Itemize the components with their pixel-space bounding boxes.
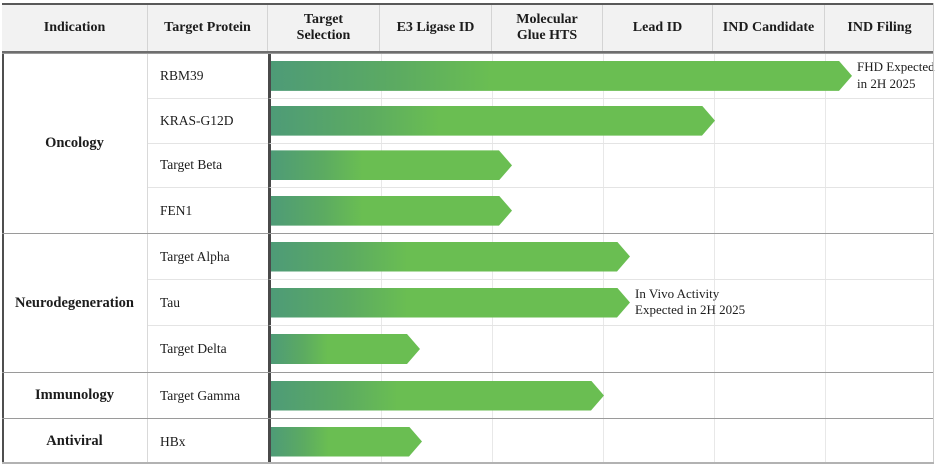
chart-row xyxy=(268,373,934,418)
group-antiviral: Antiviral HBx xyxy=(2,418,934,464)
pipeline-bar xyxy=(271,196,512,226)
target-protein-label: Tau xyxy=(148,280,268,326)
bar-annotation: In Vivo Activity Expected in 2H 2025 xyxy=(635,285,746,318)
target-protein-column: Target Gamma xyxy=(148,373,268,418)
target-protein-label: HBx xyxy=(160,433,186,449)
pipeline-bar xyxy=(271,106,715,136)
col-header-molecular-glue-hts: Molecular Glue HTS xyxy=(492,5,603,51)
target-protein-column: RBM39 KRAS-G12D Target Beta FEN1 xyxy=(148,54,268,233)
target-protein-label: RBM39 xyxy=(148,54,268,99)
group-neurodegeneration: Neurodegeneration Target Alpha Tau Targe… xyxy=(2,233,934,372)
chart-column: FHD Expected in 2H 2025 xyxy=(268,54,935,233)
col-header-target-selection: Target Selection xyxy=(268,5,380,51)
indication-label-neurodegeneration: Neurodegeneration xyxy=(2,234,148,372)
target-protein-label: Target Gamma xyxy=(160,387,241,403)
indication-label-immunology: Immunology xyxy=(2,373,148,418)
indication-label-antiviral: Antiviral xyxy=(2,419,148,464)
header-row: Indication Target Protein Target Selecti… xyxy=(2,3,934,53)
bar-annotation: FHD Expected in 2H 2025 xyxy=(857,58,935,91)
col-header-ind-filing: IND Filing xyxy=(847,19,912,35)
chart-row xyxy=(268,234,934,280)
col-header-target-protein: Target Protein xyxy=(148,5,268,51)
pipeline-bar xyxy=(271,150,512,180)
chart-row xyxy=(268,326,934,372)
table-right-border xyxy=(933,3,934,462)
chart-column: In Vivo Activity Expected in 2H 2025 xyxy=(268,234,934,372)
group-immunology: Immunology Target Gamma xyxy=(2,372,934,418)
target-protein-label: Target Alpha xyxy=(148,234,268,280)
chart-row xyxy=(268,419,934,464)
chart-row xyxy=(268,98,934,144)
pipeline-bar xyxy=(271,61,852,91)
target-protein-label: Target Beta xyxy=(148,144,268,189)
chart-row: FHD Expected in 2H 2025 xyxy=(268,54,935,99)
target-protein-column: Target Alpha Tau Target Delta xyxy=(148,234,268,372)
col-header-indication: Indication xyxy=(2,5,148,51)
pipeline-bar xyxy=(271,427,422,457)
target-protein-label: Target Delta xyxy=(160,341,227,356)
chart-row xyxy=(268,143,934,189)
chart-row xyxy=(268,188,934,233)
target-protein-label: KRAS-G12D xyxy=(148,99,268,144)
pipeline-bar xyxy=(271,334,420,364)
group-oncology: Oncology RBM39 KRAS-G12D Target Beta FEN… xyxy=(2,53,935,233)
pipeline-bar xyxy=(271,242,630,272)
col-header-ind-candidate: IND Candidate xyxy=(713,5,825,51)
pipeline-bar xyxy=(271,288,630,318)
chart-column xyxy=(268,419,934,464)
target-protein-column: HBx xyxy=(148,419,268,464)
chart-column xyxy=(268,373,934,418)
pipeline-bar xyxy=(271,381,604,411)
col-header-lead-id: Lead ID xyxy=(603,5,713,51)
table-bottom-border xyxy=(2,462,934,464)
indication-label-oncology: Oncology xyxy=(2,54,148,233)
target-protein-label: FEN1 xyxy=(160,202,193,218)
chart-row: In Vivo Activity Expected in 2H 2025 xyxy=(268,280,934,326)
pipeline-table: Indication Target Protein Target Selecti… xyxy=(2,3,935,464)
col-header-e3-ligase-id: E3 Ligase ID xyxy=(380,5,492,51)
